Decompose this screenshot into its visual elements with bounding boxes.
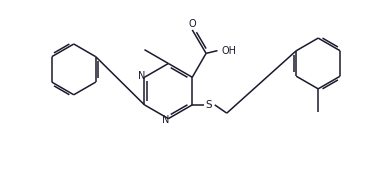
Text: OH: OH: [222, 46, 237, 56]
Text: N: N: [162, 115, 169, 125]
Text: O: O: [188, 19, 196, 29]
Text: S: S: [205, 100, 212, 110]
Text: N: N: [138, 71, 145, 81]
